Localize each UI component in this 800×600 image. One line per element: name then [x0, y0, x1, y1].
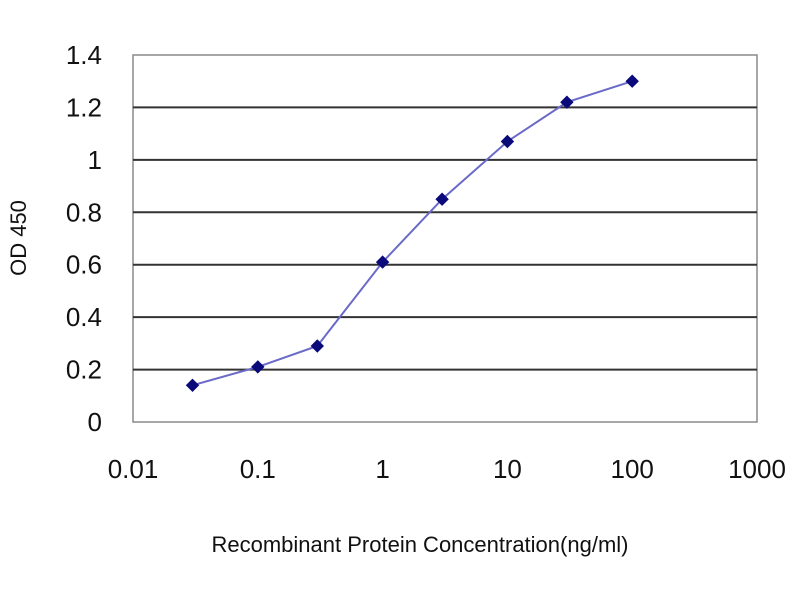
data-point-marker — [251, 360, 265, 374]
data-point-marker — [625, 74, 639, 88]
x-axis-tick-labels: 0.01 0.1 1 10 100 1000 — [108, 454, 786, 484]
x-tick-label: 0.1 — [240, 454, 276, 484]
x-axis-title: Recombinant Protein Concentration(ng/ml) — [212, 532, 629, 557]
y-tick-label: 0.2 — [66, 355, 102, 385]
data-point-marker — [435, 192, 449, 206]
plot-area — [132, 54, 758, 423]
series-line — [192, 80, 633, 387]
data-point-marker — [310, 339, 325, 353]
plot-frame — [132, 54, 758, 423]
data-point-marker — [375, 255, 390, 269]
data-point-marker — [560, 95, 574, 109]
x-tick-label: 1 — [375, 454, 389, 484]
x-tick-label: 10 — [493, 454, 522, 484]
x-tick-label: 1000 — [728, 454, 786, 484]
y-tick-label: 1.2 — [66, 92, 102, 122]
y-tick-label: 0.4 — [66, 302, 102, 332]
y-axis-tick-labels: 0 0.2 0.4 0.6 0.8 1 1.2 1.4 — [66, 40, 102, 437]
data-point-marker — [185, 378, 200, 393]
y-tick-label: 0.8 — [66, 197, 102, 227]
y-axis-title: OD 450 — [6, 200, 31, 276]
y-tick-label: 1.4 — [66, 40, 102, 70]
x-tick-label: 100 — [611, 454, 654, 484]
x-tick-label: 0.01 — [108, 454, 159, 484]
data-point-marker — [500, 134, 515, 149]
y-tick-label: 1 — [88, 145, 102, 175]
y-tick-label: 0 — [88, 407, 102, 437]
series-layer — [185, 74, 639, 393]
y-tick-label: 0.6 — [66, 250, 102, 280]
gridlines — [133, 106, 757, 371]
